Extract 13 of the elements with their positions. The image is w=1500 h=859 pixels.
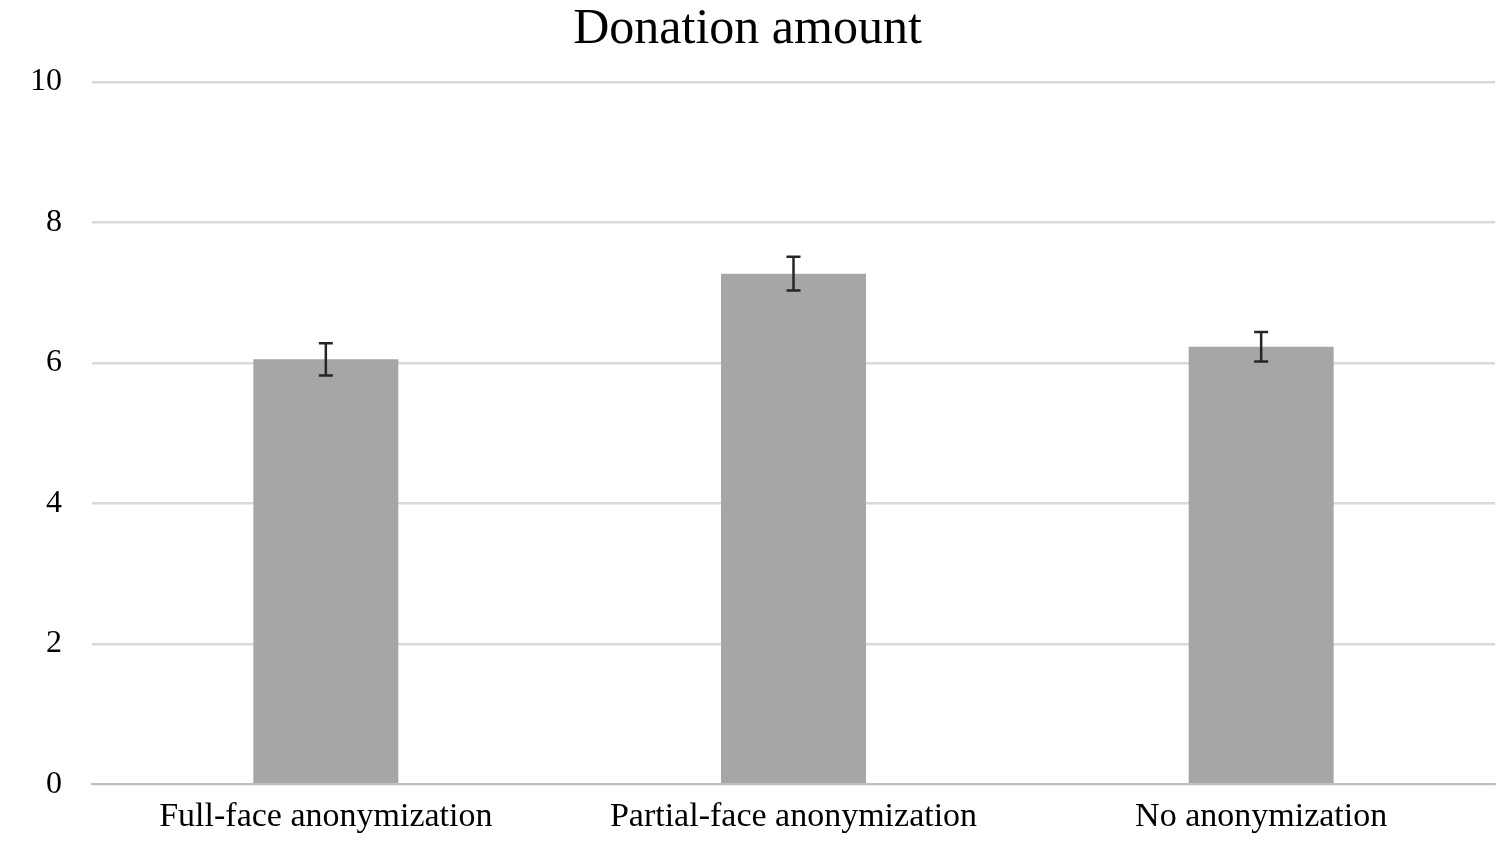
bar — [1188, 346, 1334, 783]
y-tick-label: 4 — [46, 482, 62, 519]
x-tick-label: Full-face anonymization — [159, 795, 493, 833]
y-tick-label: 10 — [30, 61, 62, 98]
chart-title: Donation amount — [573, 0, 922, 55]
bar — [721, 273, 866, 783]
x-tick-label: Partial-face anonymization — [609, 795, 978, 833]
y-tick-label: 0 — [46, 763, 62, 800]
x-tick-label: No anonymization — [1135, 795, 1388, 833]
y-tick-label: 6 — [46, 342, 62, 379]
bar — [253, 359, 399, 783]
y-tick-label: 8 — [46, 201, 62, 238]
y-tick-label: 2 — [46, 623, 62, 660]
